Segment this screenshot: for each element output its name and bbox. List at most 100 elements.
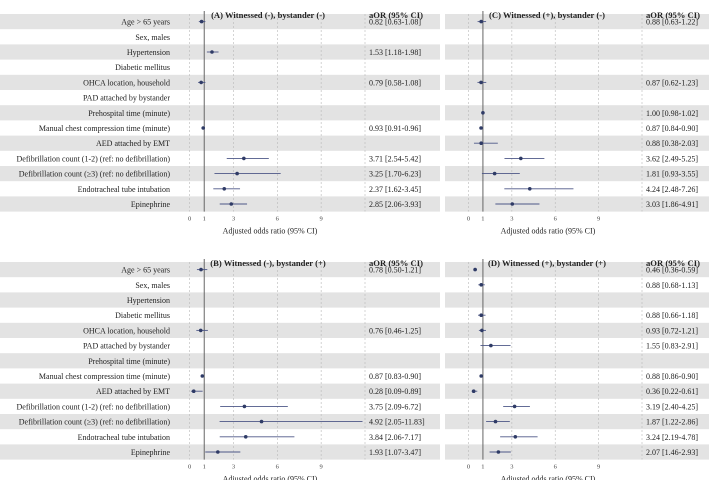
row-band — [0, 74, 440, 90]
aor-value: 3.24 [2.19-4.78] — [646, 433, 698, 442]
aor-value: 0.78 [0.50-1.21] — [369, 266, 421, 275]
point-estimate — [242, 404, 247, 409]
row-label: Sex, males — [135, 281, 170, 290]
row-label: OHCA location, household — [83, 78, 170, 87]
row-band — [0, 262, 440, 278]
point-estimate — [210, 50, 214, 54]
aor-value: 3.19 [2.40-4.25] — [646, 402, 698, 411]
aor-value: 3.03 [1.86-4.91] — [646, 200, 698, 209]
point-estimate — [473, 267, 477, 272]
row-band — [0, 14, 440, 30]
row-label: AED attached by EMT — [96, 139, 170, 148]
point-estimate — [493, 419, 498, 424]
point-estimate — [198, 328, 203, 333]
aor-value: 0.93 [0.91-0.96] — [369, 124, 421, 133]
panel-title: (A) Witnessed (-), bystander (-) — [211, 10, 325, 20]
row-band — [445, 44, 709, 60]
point-estimate — [519, 156, 523, 161]
aor-value: 1.53 [1.18-1.98] — [369, 48, 421, 57]
point-estimate — [479, 19, 483, 24]
row-band — [445, 135, 709, 151]
x-tick-label: 1 — [481, 216, 484, 223]
row-band — [445, 166, 709, 182]
panel-title: (B) Witnessed (-), bystander (+) — [210, 258, 326, 268]
x-axis-label: Adjusted odds ratio (95% CI) — [223, 227, 318, 236]
aor-value: 0.36 [0.22-0.61] — [646, 387, 698, 396]
point-estimate — [222, 187, 227, 191]
row-label: Epinephrine — [131, 448, 171, 457]
row-band — [445, 262, 709, 278]
point-estimate — [199, 267, 203, 272]
row-band — [445, 14, 709, 30]
aor-value: 0.79 [0.58-1.08] — [369, 78, 421, 87]
x-tick-label: 9 — [597, 464, 600, 471]
x-tick-label: 0 — [188, 216, 191, 223]
aor-value: 1.00 [0.98-1.02] — [646, 109, 698, 118]
x-tick-label: 6 — [276, 216, 280, 223]
point-estimate — [200, 374, 205, 378]
row-band — [445, 292, 709, 308]
row-label: Defibrillation count (1-2) (ref: no defi… — [16, 154, 170, 163]
row-band — [445, 105, 709, 121]
aor-value: 0.87 [0.84-0.90] — [646, 124, 698, 133]
x-tick-label: 3 — [510, 464, 513, 471]
row-label: Defibrillation count (1-2) (ref: no defi… — [16, 402, 170, 411]
row-label: Endotracheal tube intubation — [78, 185, 170, 194]
point-estimate — [496, 450, 501, 454]
row-label: Endotracheal tube intubation — [78, 433, 170, 442]
row-label: OHCA location, household — [83, 326, 170, 335]
aor-value: 0.88 [0.66-1.18] — [646, 311, 698, 320]
aor-value: 2.07 [1.46-2.93] — [646, 448, 698, 457]
x-tick-label: 9 — [320, 216, 323, 223]
row-label: Age > 65 years — [121, 18, 170, 27]
x-tick-label: 9 — [320, 464, 323, 471]
aor-value: 0.87 [0.62-1.23] — [646, 78, 698, 87]
row-band — [0, 44, 440, 60]
x-tick-label: 0 — [188, 464, 191, 471]
x-tick-label: 3 — [510, 216, 513, 223]
panel-title: (D) Witnessed (+), bystander (+) — [488, 258, 606, 268]
row-label: Prehospital time (minute) — [88, 357, 170, 366]
x-tick-label: 0 — [467, 216, 470, 223]
point-estimate — [242, 156, 246, 161]
aor-column-header: aOR (95% CI) — [646, 258, 700, 268]
row-label: PAD attached by bystander — [83, 342, 170, 351]
aor-value: 0.76 [0.46-1.25] — [369, 326, 421, 335]
aor-value: 1.55 [0.83-2.91] — [646, 342, 698, 351]
point-estimate — [480, 328, 484, 333]
point-estimate — [510, 202, 515, 206]
aor-value: 4.92 [2.05-11.83] — [369, 418, 425, 427]
row-label: Manual chest compression time (minute) — [39, 372, 170, 381]
row-label: Hypertension — [127, 48, 170, 57]
point-estimate — [199, 80, 203, 85]
aor-value: 0.28 [0.09-0.89] — [369, 387, 421, 396]
row-band — [445, 322, 709, 338]
point-estimate — [235, 171, 239, 176]
row-band — [445, 444, 709, 460]
x-axis-label: Adjusted odds ratio (95% CI) — [223, 475, 318, 480]
point-estimate — [481, 111, 485, 115]
aor-value: 0.46 [0.36-0.59] — [646, 266, 698, 275]
row-band — [445, 196, 709, 212]
row-band — [0, 353, 440, 369]
aor-value: 0.88 [0.63-1.22] — [646, 18, 698, 27]
point-estimate — [489, 343, 493, 348]
point-estimate — [492, 171, 497, 176]
point-estimate — [512, 404, 517, 409]
aor-value: 3.84 [2.06-7.17] — [369, 433, 421, 442]
point-estimate — [479, 80, 483, 85]
point-estimate — [229, 202, 234, 206]
point-estimate — [479, 126, 483, 130]
aor-column-header: aOR (95% CI) — [369, 10, 423, 20]
point-estimate — [199, 19, 204, 24]
point-estimate — [479, 141, 483, 145]
point-estimate — [191, 389, 196, 394]
point-estimate — [216, 450, 220, 454]
x-tick-label: 6 — [554, 216, 558, 223]
x-tick-label: 3 — [232, 464, 235, 471]
aor-value: 2.85 [2.06-3.93] — [369, 200, 421, 209]
aor-value: 4.24 [2.48-7.26] — [646, 185, 698, 194]
x-tick-label: 6 — [276, 464, 280, 471]
aor-column-header: aOR (95% CI) — [369, 258, 423, 268]
row-label: Defibrillation count (≥3) (ref: no defib… — [19, 170, 171, 179]
